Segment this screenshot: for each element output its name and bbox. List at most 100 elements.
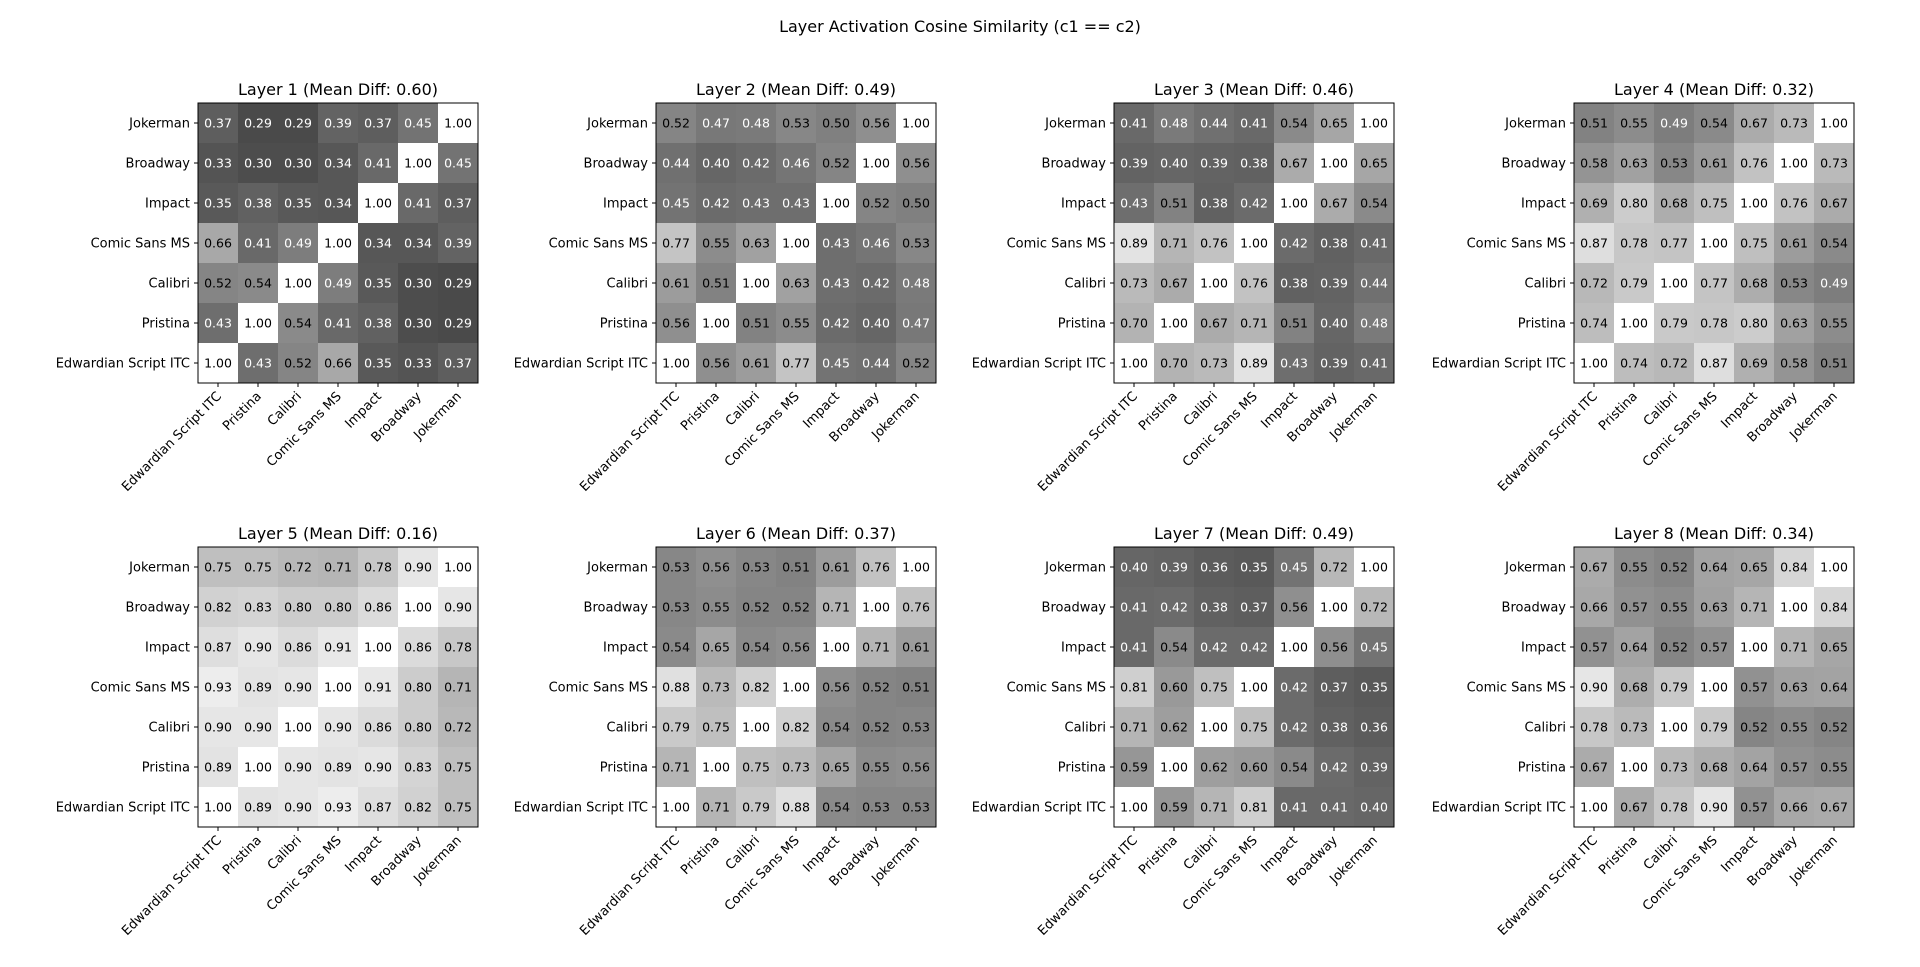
cell-value-label: 0.43 — [1280, 356, 1308, 371]
cell-value-label: 0.63 — [782, 276, 810, 291]
heatmap-cell — [696, 787, 736, 827]
cell-value-label: 0.63 — [1780, 680, 1808, 695]
heatmap-cell — [358, 143, 398, 183]
cell-value-label: 0.90 — [324, 720, 352, 735]
heatmap-cell — [198, 303, 238, 343]
y-tick-label: Edwardian Script ITC — [514, 357, 648, 372]
cell-value-label: 0.33 — [204, 156, 232, 171]
heatmap-cell — [358, 263, 398, 303]
heatmap-cell — [1114, 587, 1154, 627]
heatmap-cell — [438, 627, 478, 667]
cell-value-label: 0.72 — [1660, 356, 1688, 371]
y-tick-label: Jokerman — [128, 561, 190, 576]
heatmap-cell — [1694, 667, 1734, 707]
heatmap-cell — [696, 143, 736, 183]
cell-value-label: 1.00 — [204, 356, 232, 371]
cell-value-label: 1.00 — [1200, 720, 1228, 735]
cell-value-label: 0.40 — [1360, 800, 1388, 815]
cell-value-label: 0.71 — [1160, 236, 1188, 251]
cell-value-label: 0.90 — [404, 560, 432, 575]
heatmap-cell — [1154, 707, 1194, 747]
cell-value-label: 1.00 — [1200, 276, 1228, 291]
cell-value-label: 0.52 — [742, 600, 770, 615]
y-tick-label: Jokerman — [1504, 117, 1566, 132]
cell-value-label: 0.71 — [1740, 600, 1768, 615]
heatmap-cell — [1194, 103, 1234, 143]
cell-value-label: 0.42 — [1320, 760, 1348, 775]
cell-value-label: 0.73 — [1620, 720, 1648, 735]
heatmap-cell — [1774, 303, 1814, 343]
heatmap-cell — [816, 303, 856, 343]
x-tick-label: Edwardian Script ITC — [1495, 389, 1601, 495]
heatmap-cell — [1314, 263, 1354, 303]
heatmap-cell — [736, 547, 776, 587]
heatmap-cell — [816, 547, 856, 587]
heatmap-cell — [398, 547, 438, 587]
heatmap-cell — [1814, 103, 1854, 143]
cell-value-label: 0.73 — [1200, 356, 1228, 371]
heatmap-cell — [438, 343, 478, 383]
cell-value-label: 0.52 — [782, 600, 810, 615]
heatmap-cell — [816, 747, 856, 787]
heatmap-cell — [1654, 587, 1694, 627]
cell-value-label: 0.48 — [742, 116, 770, 131]
cell-value-label: 1.00 — [1160, 760, 1188, 775]
heatmap-cell — [1234, 103, 1274, 143]
heatmap-cell — [656, 343, 696, 383]
cell-value-label: 0.37 — [1320, 680, 1348, 695]
x-tick-label: Pristina — [678, 833, 723, 878]
heatmap-cell — [1354, 343, 1394, 383]
x-tick-label: Edwardian Script ITC — [119, 833, 225, 939]
y-tick-label: Calibri — [149, 721, 190, 736]
heatmap-cell — [1114, 547, 1154, 587]
heatmap-cell — [318, 223, 358, 263]
cell-value-label: 0.37 — [1240, 600, 1268, 615]
heatmap-cell — [896, 303, 936, 343]
cell-value-label: 0.63 — [1620, 156, 1648, 171]
heatmap-cell — [1154, 223, 1194, 263]
heatmap-cell — [1154, 103, 1194, 143]
heatmap-cell — [318, 343, 358, 383]
cell-value-label: 0.53 — [662, 600, 690, 615]
y-tick-label: Edwardian Script ITC — [56, 357, 190, 372]
heatmap-cell — [198, 627, 238, 667]
heatmap-cell — [438, 587, 478, 627]
heatmap-cell — [1314, 183, 1354, 223]
heatmap-cell — [1154, 747, 1194, 787]
cell-value-label: 0.82 — [204, 600, 232, 615]
heatmap-cell — [1354, 183, 1394, 223]
heatmap-cell — [656, 183, 696, 223]
cell-value-label: 0.71 — [444, 680, 472, 695]
cell-value-label: 0.55 — [782, 316, 810, 331]
cell-value-label: 0.75 — [244, 560, 272, 575]
heatmap-cell — [736, 787, 776, 827]
heatmap-cell — [398, 667, 438, 707]
cell-value-label: 0.71 — [1780, 640, 1808, 655]
cell-value-label: 0.77 — [662, 236, 690, 251]
cell-value-label: 1.00 — [1740, 640, 1768, 655]
heatmap-cell — [238, 627, 278, 667]
cell-value-label: 0.88 — [782, 800, 810, 815]
heatmap-cell — [1774, 143, 1814, 183]
cell-value-label: 0.90 — [1700, 800, 1728, 815]
cell-value-label: 0.34 — [364, 236, 392, 251]
heatmap-cell — [1654, 143, 1694, 183]
heatmap-cell — [1274, 263, 1314, 303]
cell-value-label: 0.37 — [204, 116, 232, 131]
cell-value-label: 1.00 — [244, 316, 272, 331]
cell-value-label: 0.34 — [324, 156, 352, 171]
cell-value-label: 0.56 — [902, 760, 930, 775]
cell-value-label: 0.59 — [1160, 800, 1188, 815]
y-tick-label: Broadway — [584, 157, 649, 172]
heatmap-cell — [1574, 223, 1614, 263]
cell-value-label: 0.52 — [822, 156, 850, 171]
panel-title: Layer 1 (Mean Diff: 0.60) — [238, 80, 438, 99]
x-tick-label: Calibri — [723, 389, 763, 429]
cell-value-label: 0.87 — [1580, 236, 1608, 251]
heatmap-cell — [1234, 263, 1274, 303]
heatmap-cell — [1574, 143, 1614, 183]
cell-value-label: 0.55 — [702, 236, 730, 251]
cell-value-label: 0.54 — [822, 800, 850, 815]
cell-value-label: 0.55 — [1620, 116, 1648, 131]
heatmap-cell — [278, 143, 318, 183]
